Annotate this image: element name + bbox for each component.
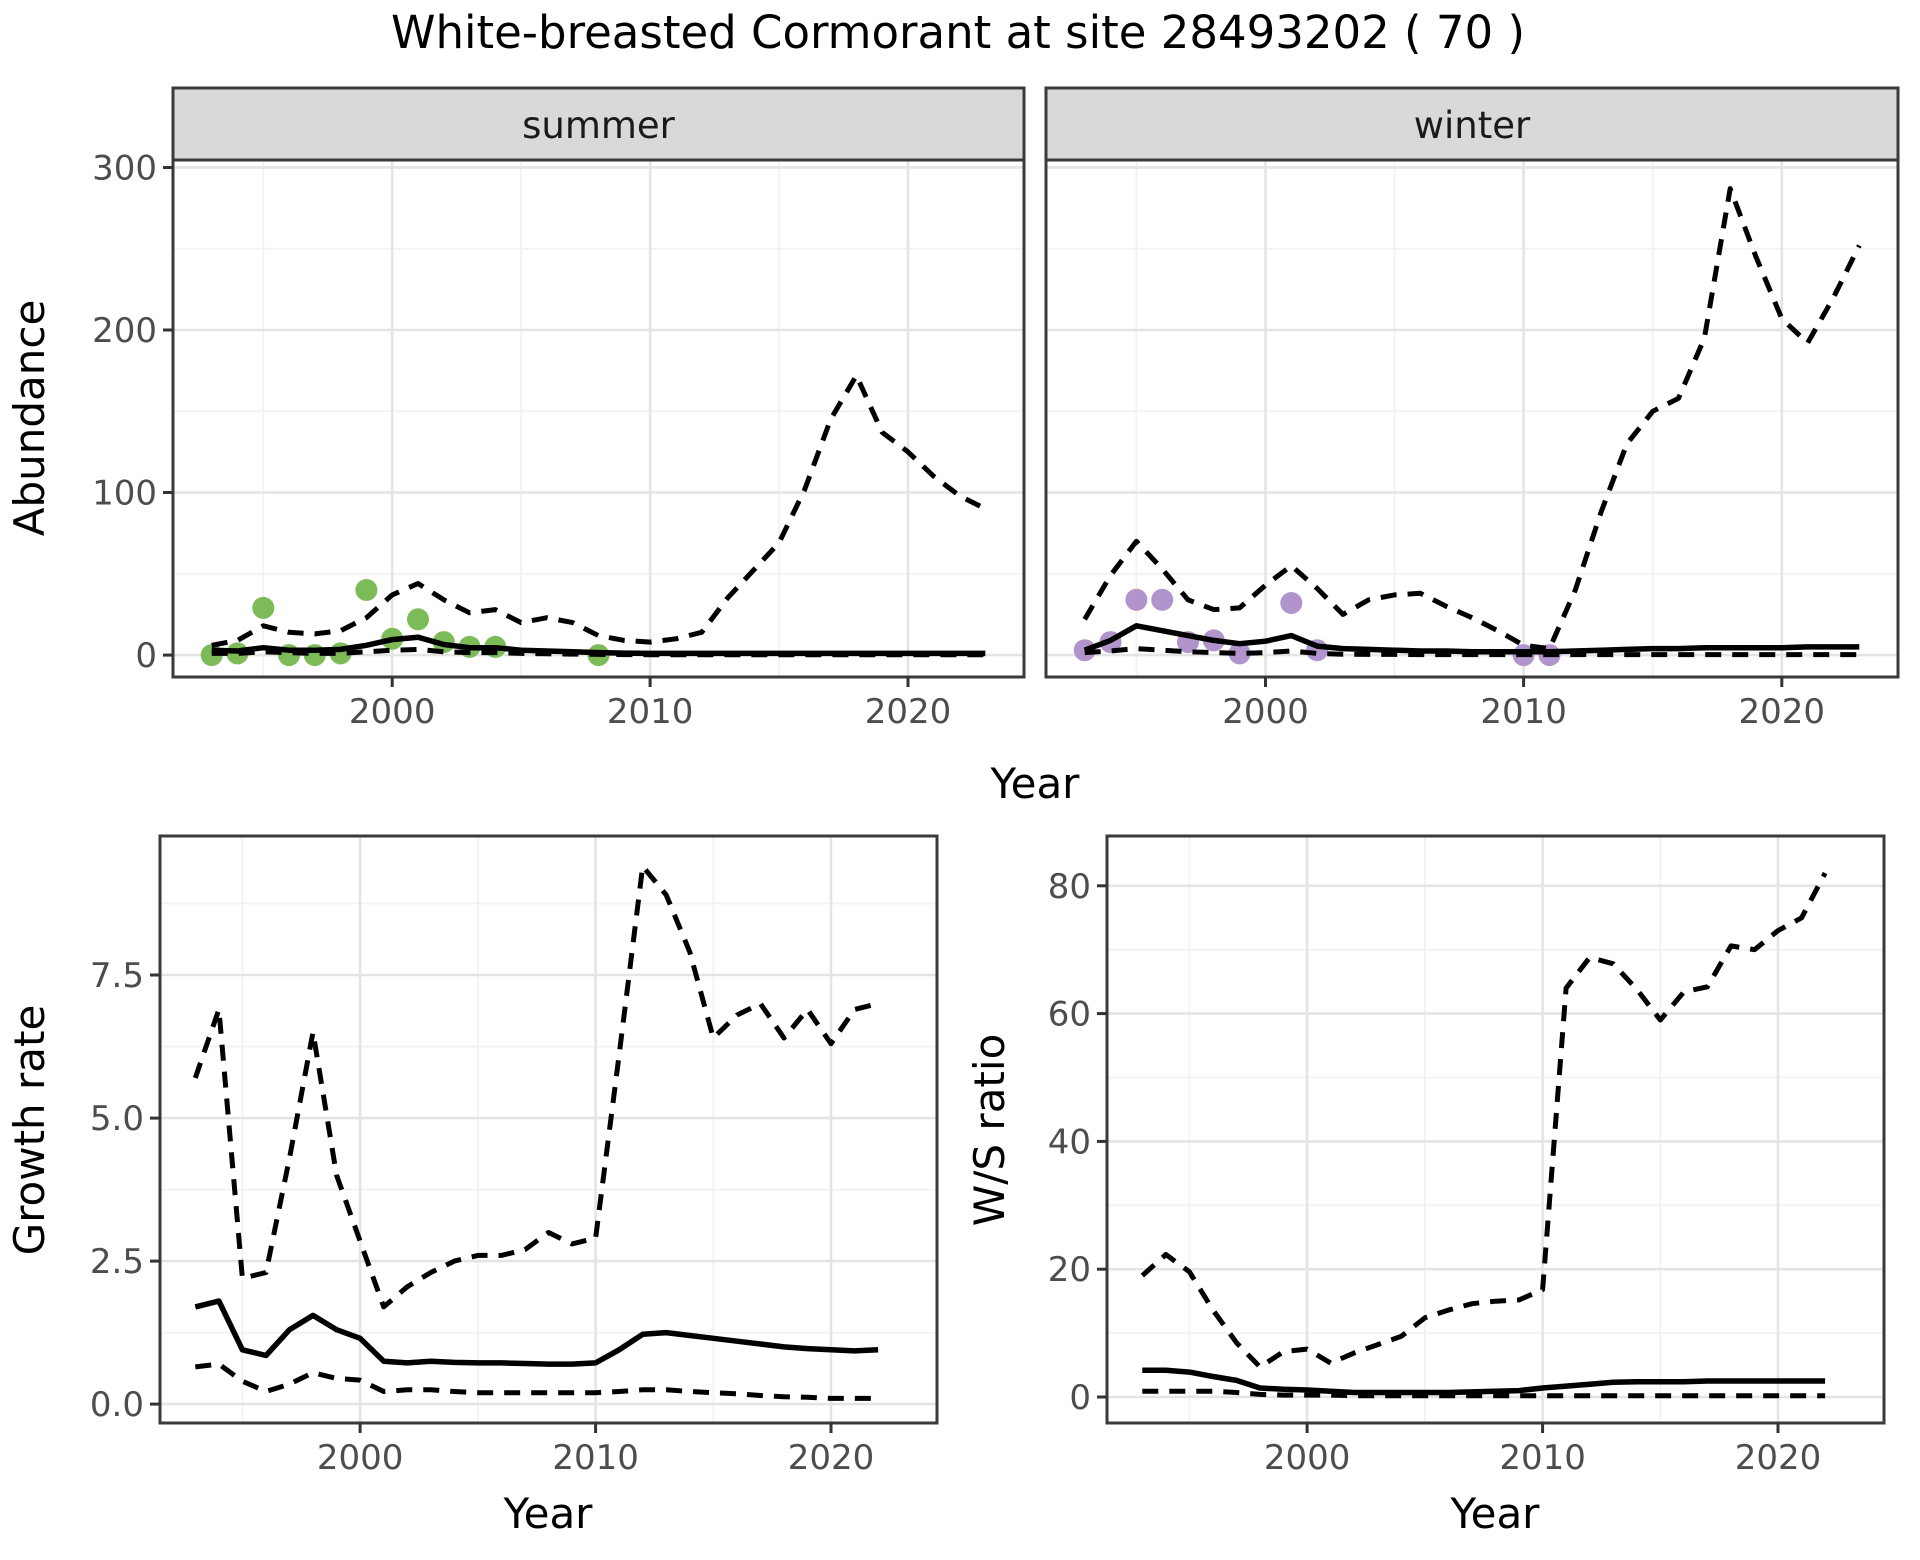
x-tick-label: 2010: [1499, 1438, 1586, 1478]
series-median: [194, 1298, 879, 1367]
data-point-observed-counts-winter: [1280, 592, 1303, 614]
facet-strip-label: summer: [522, 104, 676, 147]
data-point-observed-counts-summer: [252, 596, 275, 619]
panel-background: [1046, 160, 1898, 677]
y-tick-label: 300: [92, 149, 157, 189]
y-tick-label: 0: [1069, 1378, 1091, 1418]
data-point-observed-counts-summer: [407, 608, 429, 631]
x-tick-label: 2020: [788, 1438, 875, 1478]
panel-background: [1107, 836, 1884, 1423]
facet-strip: [1044, 86, 1900, 162]
data-point-observed-counts-winter: [1125, 588, 1148, 611]
y-axis-title-abundance: Abundance: [5, 300, 54, 537]
facet-strip-label: winter: [1414, 104, 1531, 147]
data-point-observed-counts-summer: [355, 579, 378, 601]
y-tick-label: 20: [1048, 1250, 1091, 1290]
y-tick-label: 200: [92, 311, 157, 351]
x-tick-label: 2010: [1480, 692, 1567, 732]
x-axis-title-year-bottom-left: Year: [503, 1489, 594, 1538]
y-axis-title-growth-rate: Growth rate: [5, 1005, 54, 1256]
y-tick-label: 2.5: [90, 1242, 144, 1282]
x-tick-label: 2010: [552, 1438, 639, 1478]
data-point-observed-counts-winter: [1151, 588, 1174, 611]
panel-abundance-summer: summer 2000 2010 2020 0 100 200 300: [92, 86, 1026, 732]
plot-title: White-breasted Cormorant at site 2849320…: [391, 6, 1525, 59]
x-tick-label: 2010: [607, 692, 694, 732]
series-upper-95ci: [1082, 186, 1862, 652]
panel-border: [158, 834, 939, 1425]
panel-border: [1105, 834, 1886, 1425]
panel-growth-rate: 2000 2010 2020 0.0 2.5 5.0 7.5: [90, 834, 939, 1478]
x-tick-label: 2000: [317, 1438, 404, 1478]
y-tick-label: 60: [1048, 995, 1091, 1035]
facet-strip: [171, 86, 1026, 162]
y-tick-label: 0: [135, 636, 157, 676]
series-median: [1083, 623, 1860, 655]
y-tick-label: 7.5: [90, 956, 144, 996]
x-tick-label: 2000: [1264, 1438, 1351, 1478]
x-tick-label: 2000: [349, 692, 436, 732]
y-tick-label: 0.0: [90, 1385, 144, 1425]
panel-background: [160, 836, 937, 1423]
series-upper-95ci: [192, 863, 879, 1310]
series-median: [211, 634, 986, 657]
y-tick-label: 40: [1048, 1122, 1091, 1162]
panel-background: [173, 160, 1024, 677]
series-lower-95ci: [1084, 646, 1860, 658]
data-point-observed-counts-winter: [1228, 642, 1251, 665]
series-lower-95ci: [1142, 1388, 1826, 1399]
x-tick-label: 2020: [1735, 1438, 1822, 1478]
x-tick-label: 2000: [1222, 692, 1309, 732]
x-tick-label: 2020: [865, 692, 952, 732]
series-median: [1142, 1367, 1826, 1396]
y-tick-label: 100: [92, 474, 157, 514]
y-tick-label: 5.0: [90, 1099, 144, 1139]
panel-abundance-winter: winter 2000 2010 2020: [1044, 86, 1900, 732]
series-upper-95ci: [1140, 871, 1828, 1370]
series-lower-95ci: [195, 1361, 879, 1401]
panel-ws-ratio: 2000 2010 2020 0 20 40 60 80: [1048, 834, 1886, 1478]
y-tick-label: 80: [1048, 867, 1091, 907]
x-axis-title-year-bottom-right: Year: [1450, 1489, 1541, 1538]
x-axis-title-year-top: Year: [990, 759, 1081, 808]
y-axis-title-ws-ratio: W/S ratio: [965, 1034, 1014, 1227]
x-tick-label: 2020: [1739, 692, 1826, 732]
